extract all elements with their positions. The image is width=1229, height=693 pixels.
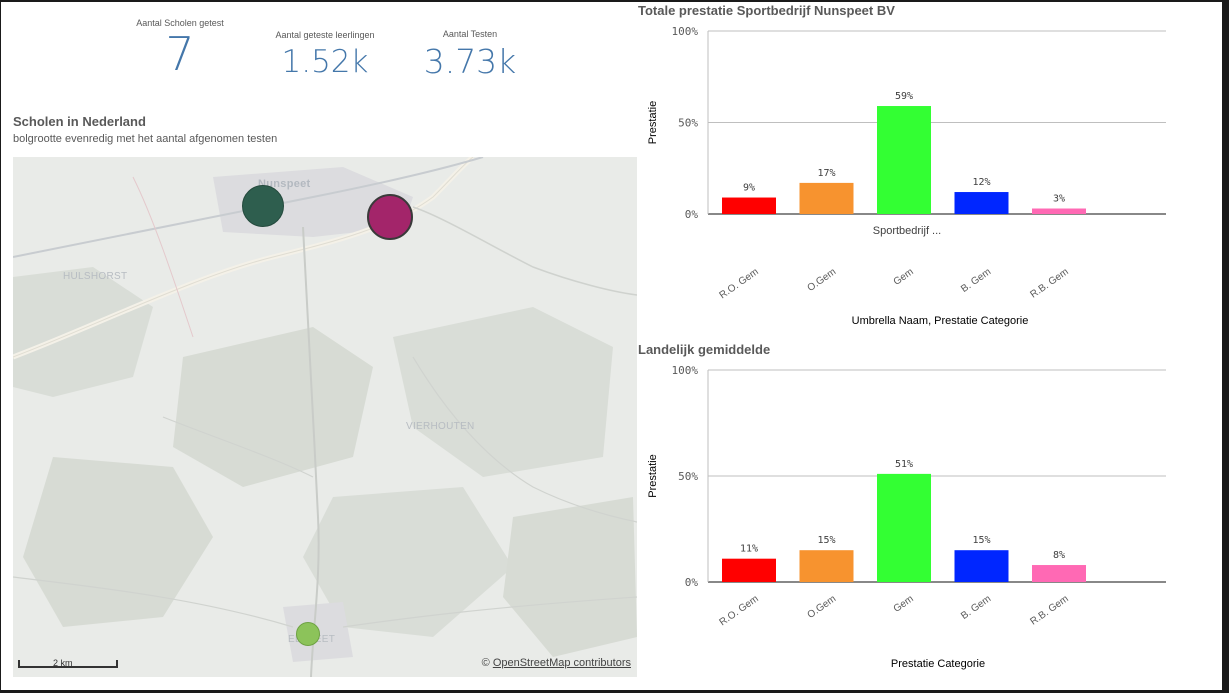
openstreetmap-link[interactable]: OpenStreetMap contributors — [492, 657, 631, 669]
data-label: 15% — [972, 535, 990, 546]
map-background — [13, 157, 637, 677]
bar-gem[interactable] — [877, 473, 931, 582]
bar-rbgem[interactable] — [1032, 565, 1086, 582]
data-label: 15% — [817, 535, 835, 546]
y-tick-label: 0% — [685, 208, 699, 221]
kpi-tests-label: Aantal Testen — [442, 29, 498, 39]
data-label: 59% — [895, 91, 913, 102]
data-label: 51% — [895, 459, 913, 470]
chart-1-title: Totale prestatie Sportbedrijf Nunspeet B… — [638, 3, 895, 18]
y-axis-title: Prestatie — [647, 454, 659, 497]
map-label-hulshorst: HULSHORST — [63, 271, 128, 282]
kpi-schools[interactable]: Aantal Scholen getest 7 — [120, 18, 240, 80]
map-title: Scholen in Nederland — [13, 114, 146, 129]
y-tick-label: 50% — [678, 117, 698, 130]
map-scale-label: 2 km — [53, 658, 73, 668]
bar-rogem[interactable] — [722, 558, 776, 582]
window-left-border — [0, 0, 1, 693]
bar-rbgem[interactable] — [1032, 208, 1086, 214]
y-tick-label: 100% — [672, 364, 699, 377]
x-tick-label: R.B. Gem — [1028, 266, 1070, 300]
data-label: 9% — [743, 183, 755, 194]
x-tick-label: Gem — [892, 593, 916, 614]
bar-ogem[interactable] — [799, 550, 854, 582]
y-tick-label: 100% — [672, 25, 699, 38]
map-label-vierhouten: VIERHOUTEN — [406, 421, 475, 432]
x-tick-label: B. Gem — [959, 593, 993, 621]
x-axis-title: Umbrella Naam, Prestatie Categorie — [852, 315, 1029, 327]
map-attribution: © OpenStreetMap contributors — [482, 657, 631, 669]
kpi-students[interactable]: Aantal geteste leerlingen 1.52k — [265, 30, 385, 84]
bar-gem[interactable] — [877, 106, 931, 214]
x-axis-title: Prestatie Categorie — [891, 658, 985, 670]
bar-rogem[interactable] — [722, 197, 776, 214]
window-top-border — [0, 0, 1229, 2]
kpi-students-value: 1.52k — [281, 44, 369, 80]
x-tick-label: O.Gem — [806, 266, 839, 293]
school-bubble-2[interactable] — [367, 194, 413, 240]
y-tick-label: 50% — [678, 470, 698, 483]
x-tick-label: R.O. Gem — [718, 593, 761, 628]
x-tick-label: O.Gem — [806, 593, 839, 620]
x-tick-label: Gem — [892, 266, 916, 287]
school-bubble-1[interactable] — [242, 185, 284, 227]
x-tick-label: B. Gem — [959, 266, 993, 294]
chart-totale-prestatie[interactable]: 0% 50% 100% Prestatie 9% R.O. Gem 17% O.Gem 59% G… — [638, 20, 1218, 350]
data-label: 12% — [972, 177, 990, 188]
chart-2-title: Landelijk gemiddelde — [638, 342, 771, 357]
bar-ogem[interactable] — [799, 182, 854, 214]
bar-bgem[interactable] — [954, 550, 1009, 582]
map-view[interactable]: Nunspeet HULSHORST VIERHOUTEN ELSPEET 2 … — [13, 157, 637, 677]
data-label: 3% — [1053, 194, 1065, 205]
map-scale-bar — [18, 660, 118, 668]
window-bottom-border — [0, 690, 1229, 693]
data-label: 17% — [817, 168, 835, 179]
school-bubble-3[interactable] — [296, 622, 320, 646]
kpi-schools-value: 7 — [165, 27, 195, 81]
kpi-schools-label: Aantal Scholen getest — [136, 18, 224, 28]
kpi-students-label: Aantal geteste leerlingen — [275, 30, 375, 40]
y-axis-title: Prestatie — [647, 101, 659, 144]
kpi-tests[interactable]: Aantal Testen 3.73k — [410, 29, 530, 85]
window-right-border — [1222, 0, 1229, 693]
x-tick-label: R.B. Gem — [1028, 593, 1070, 627]
group-label: Sportbedrijf ... — [873, 225, 941, 237]
kpi-tests-value: 3.73k — [423, 42, 517, 81]
chart-landelijk-gemiddelde[interactable]: 0% 50% 100% Prestatie 11% R.O. Gem 15% O.Gem 51%… — [638, 360, 1218, 690]
map-subtitle: bolgrootte evenredig met het aantal afge… — [13, 133, 278, 145]
data-label: 11% — [740, 544, 758, 555]
data-label: 8% — [1053, 550, 1065, 561]
y-tick-label: 0% — [685, 576, 699, 589]
attribution-copyright: © — [481, 657, 490, 669]
x-tick-label: R.O. Gem — [718, 266, 761, 301]
bar-bgem[interactable] — [954, 192, 1009, 214]
